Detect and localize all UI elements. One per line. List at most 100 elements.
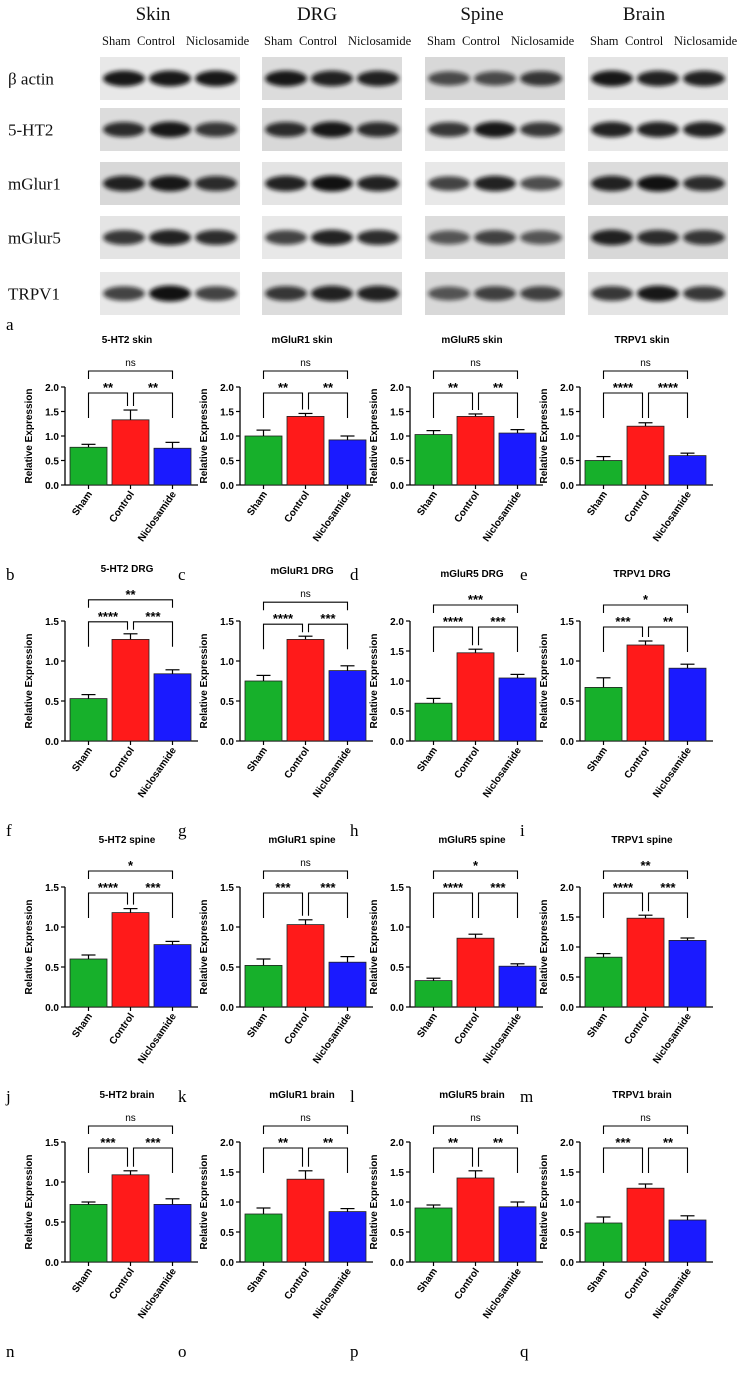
blot-row-label: mGlur1 [8, 175, 61, 194]
panel-letter: h [350, 821, 359, 840]
blot-band [311, 229, 353, 246]
significance-bracket [432, 604, 519, 613]
significance-bracket [602, 892, 644, 918]
significance-bracket [477, 392, 519, 418]
x-tick-label: Sham [585, 489, 610, 518]
significance-label: **** [98, 880, 119, 895]
bar [244, 680, 283, 742]
chart-title: mGluR1 brain [269, 1090, 335, 1101]
blot-band [591, 229, 633, 246]
x-tick-label: Sham [585, 745, 610, 774]
blot-lane-label: Sham [102, 34, 131, 48]
blot-band [357, 175, 399, 192]
x-tick-label: Niclosamide [481, 745, 524, 800]
panel-letter: p [350, 1342, 359, 1361]
y-tick-label: 0.5 [220, 697, 234, 708]
y-axis-label: Relative Expression [24, 388, 35, 483]
y-axis-label: Relative Expression [199, 633, 210, 728]
y-tick-label: 1.5 [390, 883, 404, 894]
y-tick-label: 0.5 [390, 707, 404, 718]
blot-band [637, 285, 679, 302]
blot-band [428, 176, 470, 191]
blot-band [195, 175, 237, 192]
blot-band [683, 286, 725, 301]
significance-label: *** [275, 880, 291, 895]
x-tick-label: Niclosamide [481, 1011, 524, 1066]
x-tick-label: Sham [585, 1266, 610, 1295]
y-tick-label: 1.5 [390, 1168, 404, 1179]
y-tick-label: 1.0 [220, 432, 234, 443]
significance-bracket [477, 892, 519, 918]
y-tick-label: 2.0 [220, 1138, 234, 1149]
bar [626, 917, 665, 1008]
bar [456, 652, 495, 742]
blot-band [637, 175, 679, 192]
y-tick-label: 0.0 [45, 481, 59, 492]
significance-label: ** [448, 380, 459, 395]
bar [153, 447, 192, 486]
significance-bracket [432, 892, 474, 918]
bar [69, 958, 108, 1008]
blot-row-label: TRPV1 [8, 285, 60, 304]
panel-letter: c [178, 565, 186, 584]
y-tick-label: 0.0 [560, 1258, 574, 1269]
y-tick-label: 1.0 [45, 923, 59, 934]
bar [626, 1187, 665, 1263]
y-tick-label: 0.5 [45, 457, 59, 468]
y-tick-label: 0.5 [390, 1228, 404, 1239]
significance-bracket [307, 392, 349, 418]
significance-label: * [643, 592, 649, 607]
bar [328, 670, 367, 742]
blot-lane-label: Control [299, 34, 338, 48]
x-tick-label: Control [623, 745, 653, 781]
significance-bracket [262, 370, 349, 379]
bar [414, 434, 453, 486]
panel-letter: k [178, 1087, 187, 1106]
x-tick-label: Control [108, 745, 138, 781]
x-tick-label: Sham [585, 1011, 610, 1040]
significance-bracket [132, 892, 174, 918]
chart-title: mGluR5 skin [441, 335, 502, 346]
y-tick-label: 1.5 [45, 617, 59, 628]
significance-label: *** [145, 609, 161, 624]
significance-bracket [602, 1147, 644, 1173]
blot-band [591, 121, 633, 138]
bar-chart: 0.0 0.5 1.0 1.5 2.0 Relative Expression Sham Co… [350, 569, 543, 840]
blot-band [520, 176, 562, 191]
y-tick-label: 0.5 [560, 1228, 574, 1239]
bar [414, 1207, 453, 1263]
y-axis-label: Relative Expression [199, 899, 210, 994]
significance-bracket [87, 870, 174, 879]
y-tick-label: 0.5 [220, 963, 234, 974]
x-tick-label: Niclosamide [481, 1266, 524, 1321]
x-tick-label: Niclosamide [481, 489, 524, 544]
significance-label: ** [640, 858, 651, 873]
y-tick-label: 1.0 [390, 923, 404, 934]
blot-tissue-title: Spine [460, 4, 503, 25]
y-tick-label: 0.5 [220, 457, 234, 468]
blot-band [520, 71, 562, 86]
bar [626, 644, 665, 742]
significance-bracket [307, 892, 349, 918]
y-axis-label: Relative Expression [539, 388, 550, 483]
y-tick-label: 0.0 [220, 481, 234, 492]
y-axis-label: Relative Expression [199, 388, 210, 483]
y-tick-label: 0.0 [45, 1258, 59, 1269]
y-tick-label: 0.5 [45, 697, 59, 708]
x-tick-label: Niclosamide [136, 745, 179, 800]
y-axis-label: Relative Expression [539, 899, 550, 994]
y-tick-label: 0.0 [220, 1258, 234, 1269]
blot-band [195, 122, 237, 137]
blot-band [195, 286, 237, 301]
blot-lane-label: Control [137, 34, 176, 48]
y-tick-label: 0.0 [45, 1003, 59, 1014]
y-tick-label: 0.0 [560, 481, 574, 492]
y-tick-label: 0.0 [390, 1258, 404, 1269]
bar [244, 965, 283, 1008]
blot-band [520, 286, 562, 301]
chart-title: mGluR5 brain [439, 1090, 505, 1101]
bar-chart: 0.0 0.5 1.0 1.5 Relative Expression Sham Contr… [178, 566, 373, 840]
y-tick-label: 1.0 [220, 657, 234, 668]
y-tick-label: 2.0 [220, 383, 234, 394]
x-tick-label: Control [453, 1266, 483, 1302]
